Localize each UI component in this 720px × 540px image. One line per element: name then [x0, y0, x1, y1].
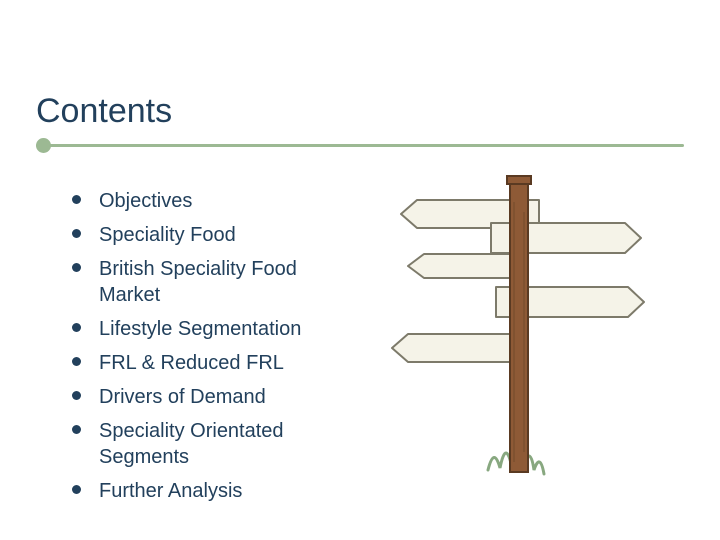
list-item: Drivers of Demand: [72, 384, 332, 410]
bullet-label: FRL & Reduced FRL: [99, 350, 284, 376]
list-item: FRL & Reduced FRL: [72, 350, 332, 376]
bullet-dot-icon: [72, 357, 81, 366]
bullet-dot-icon: [72, 263, 81, 272]
bullet-dot-icon: [72, 391, 81, 400]
list-item: Speciality Orientated Segments: [72, 418, 332, 470]
bullet-dot-icon: [72, 229, 81, 238]
bullet-dot-icon: [72, 425, 81, 434]
bullet-label: Further Analysis: [99, 478, 242, 504]
bullet-list: Objectives Speciality Food British Speci…: [72, 188, 332, 512]
page-title: Contents: [36, 92, 172, 131]
list-item: British Speciality Food Market: [72, 256, 332, 308]
bullet-dot-icon: [72, 485, 81, 494]
slide-contents: Contents Objectives Speciality Food Brit…: [0, 0, 720, 540]
bullet-label: Speciality Orientated Segments: [99, 418, 332, 470]
bullet-label: British Speciality Food Market: [99, 256, 332, 308]
bullet-label: Lifestyle Segmentation: [99, 316, 301, 342]
list-item: Further Analysis: [72, 478, 332, 504]
list-item: Lifestyle Segmentation: [72, 316, 332, 342]
bullet-label: Drivers of Demand: [99, 384, 266, 410]
bullet-dot-icon: [72, 195, 81, 204]
bullet-label: Objectives: [99, 188, 192, 214]
bullet-dot-icon: [72, 323, 81, 332]
signpost-illustration: [360, 170, 670, 490]
list-item: Speciality Food: [72, 222, 332, 248]
title-rule: [36, 144, 684, 147]
list-item: Objectives: [72, 188, 332, 214]
bullet-label: Speciality Food: [99, 222, 236, 248]
signpost-icon: [360, 170, 670, 490]
